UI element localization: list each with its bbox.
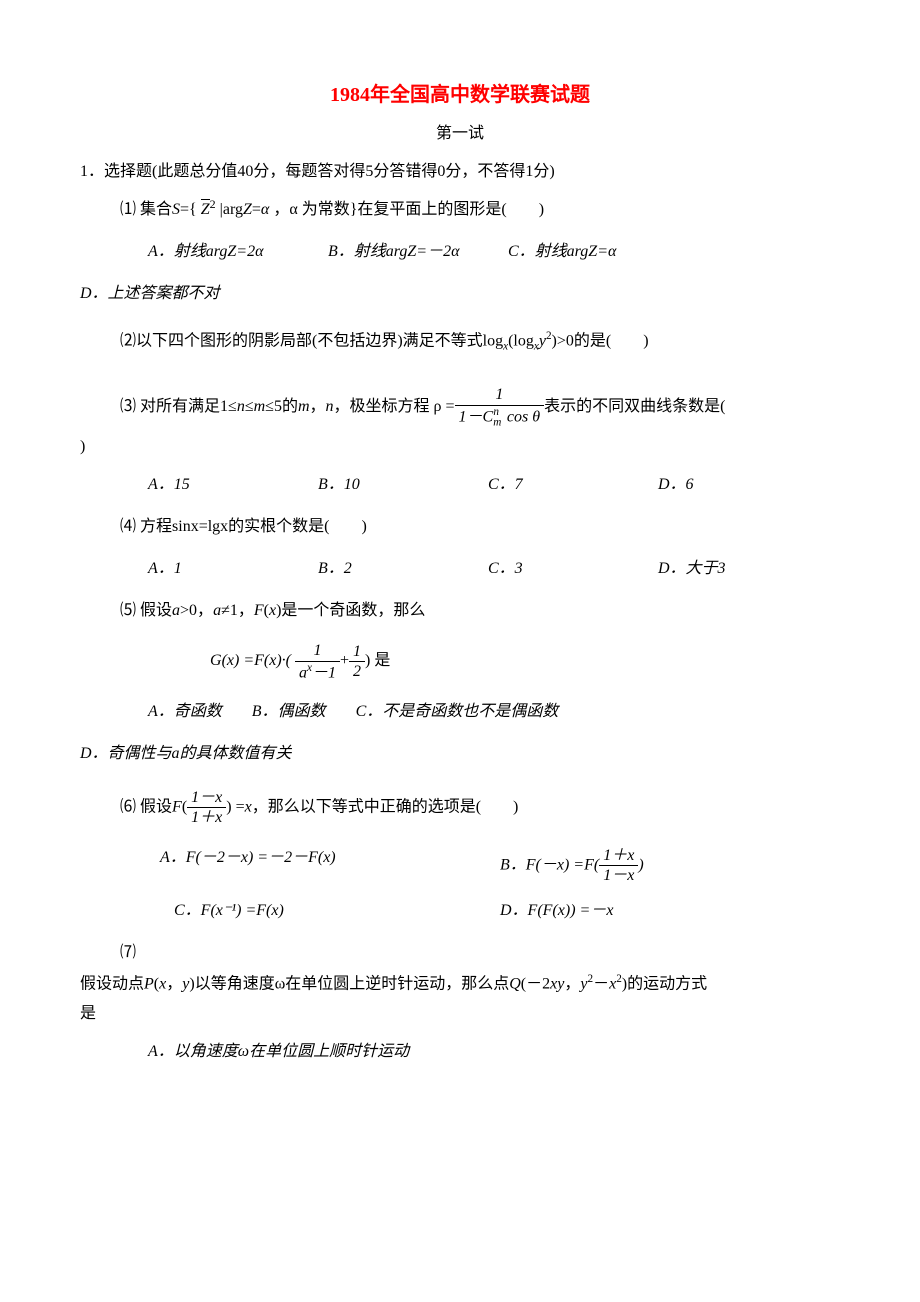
question-4: ⑷ 方程sinx=lgx的实根个数是( ) (80, 515, 840, 539)
q3-opt-b: B．10 (318, 473, 488, 497)
q6-opt-d: D．F(F(x)) =－x (500, 899, 613, 923)
q3-num: ⑶ (120, 398, 136, 415)
q3-opt-a: A．15 (148, 473, 318, 497)
page-subtitle: 第一试 (80, 122, 840, 146)
question-7-line2: 是 (80, 1002, 840, 1026)
q3-opt-d: D．6 (658, 473, 828, 497)
q7-options: A．以角速度ω在单位圆上顺时针运动 (80, 1040, 840, 1064)
q1-opt-c: C．射线argZ=α (508, 240, 688, 264)
q3-options: A．15 B．10 C．7 D．6 (80, 473, 840, 497)
q5-opt-b: B．偶函数 (252, 700, 326, 724)
question-3: ⑶ 对所有满足1≤n≤m≤5的m，n，极坐标方程 ρ =11－Cmncos θ表… (80, 385, 840, 429)
q6-opt-b: B．F(－x) =F(1＋x1－x) (500, 846, 644, 885)
q1-opt-d: D．上述答案都不对 (80, 285, 220, 302)
q5-opt-c: C．不是奇函数也不是偶函数 (356, 700, 559, 724)
question-1: ⑴ 集合S={ Z2 |argZ=α ，α 为常数}在复平面上的图形是( ) (80, 198, 840, 222)
q4-opt-a: A．1 (148, 557, 318, 581)
q6-opt-c: C．F(x⁻¹) =F(x) (174, 899, 500, 923)
section-header: 1．选择题(此题总分值40分，每题答对得5分答错得0分，不答得1分) (80, 160, 840, 184)
q5-opt-a: A．奇函数 (148, 700, 222, 724)
q3-opt-c: C．7 (488, 473, 658, 497)
q3-close: ) (80, 438, 85, 455)
question-7-num: ⑺ (80, 941, 840, 965)
q7-opt-a: A．以角速度ω在单位圆上顺时针运动 (148, 1043, 409, 1060)
q4-opt-b: B．2 (318, 557, 488, 581)
q4-options: A．1 B．2 C．3 D．大于3 (80, 557, 840, 581)
q6-num: ⑹ (120, 799, 136, 816)
q1-options: A．射线argZ=2α B．射线argZ=－2α C．射线argZ=α (80, 240, 840, 264)
q5-formula: G(x) =F(x)·( 1ax－1+12) 是 (40, 641, 840, 682)
q2-num: ⑵ (120, 332, 136, 349)
q1-opt-a: A．射线argZ=2α (148, 240, 328, 264)
q6-options: A．F(－2－x) =－2－F(x) B．F(－x) =F(1＋x1－x) C．… (80, 846, 840, 923)
page-title: 1984年全国高中数学联赛试题 (80, 80, 840, 110)
q1-num: ⑴ (120, 201, 136, 218)
q4-num: ⑷ (120, 518, 136, 535)
question-5: ⑸ 假设a>0，a≠1，F(x)是一个奇函数，那么 (80, 599, 840, 623)
q4-opt-c: C．3 (488, 557, 658, 581)
q5-opt-d: D．奇偶性与a的具体数值有关 (80, 745, 292, 762)
question-7-line1: 假设动点P(x，y)以等角速度ω在单位圆上逆时针运动，那么点Q(－2xy，y2－… (80, 971, 840, 996)
q7-num: ⑺ (120, 944, 136, 961)
q5-options: A．奇函数 B．偶函数 C．不是奇函数也不是偶函数 (80, 700, 840, 724)
question-2: ⑵以下四个图形的阴影局部(不包括边界)满足不等式logx(logxy2)>0的是… (80, 328, 840, 355)
q4-opt-d: D．大于3 (658, 557, 828, 581)
q5-num: ⑸ (120, 602, 136, 619)
question-6: ⑹ 假设F(1－x1＋x) =x，那么以下等式中正确的选项是( ) (80, 788, 840, 827)
q1-opt-b: B．射线argZ=－2α (328, 240, 508, 264)
q6-opt-a: A．F(－2－x) =－2－F(x) (160, 846, 500, 885)
